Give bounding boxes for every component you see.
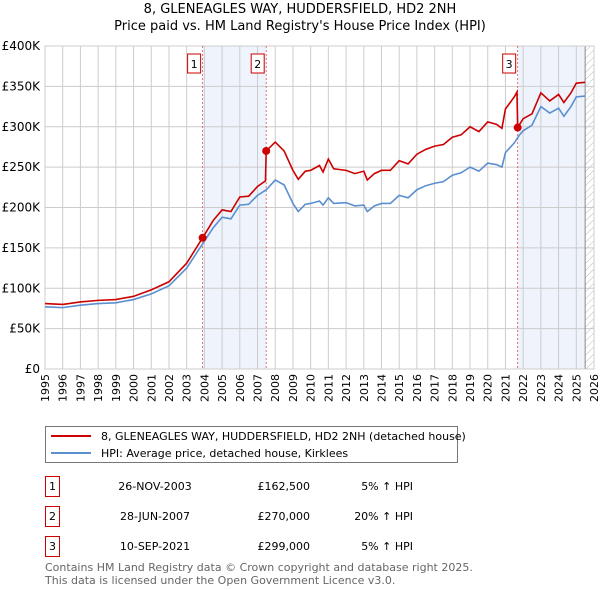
- x-tick-label: 2023: [535, 374, 548, 402]
- x-tick-label: 1995: [39, 374, 52, 402]
- footer-line: This data is licensed under the Open Gov…: [45, 574, 396, 587]
- sale-marker-badge: 1: [45, 476, 60, 497]
- sale-label: 1: [191, 58, 198, 71]
- sale-row: 3 10-SEP-2021 £299,000 5% ↑ HPI: [45, 536, 445, 557]
- sale-hpi-diff: 20% ↑ HPI: [354, 510, 413, 523]
- x-tick-label: 2012: [340, 374, 353, 402]
- x-tick-label: 1996: [57, 374, 70, 402]
- x-tick-label: 2004: [198, 374, 211, 402]
- x-tick-label: 2011: [322, 374, 335, 402]
- sale-point: [513, 123, 522, 132]
- x-tick-label: 2025: [570, 374, 583, 402]
- x-tick-label: 2002: [163, 374, 176, 402]
- x-tick-label: 2008: [269, 374, 282, 402]
- x-tick-label: 2017: [429, 374, 442, 402]
- sale-price: £162,500: [257, 480, 311, 493]
- y-tick-label: £150K: [2, 241, 42, 255]
- sale-point: [262, 146, 271, 155]
- sale-price: £270,000: [257, 510, 311, 523]
- sale-date: 26-NOV-2003: [118, 480, 192, 493]
- chart-title: 8, GLENEAGLES WAY, HUDDERSFIELD, HD2 2NH: [143, 2, 457, 17]
- x-tick-label: 2014: [375, 374, 388, 402]
- x-tick-label: 2006: [234, 374, 247, 402]
- x-tick-label: 2018: [446, 374, 459, 402]
- x-tick-label: 2007: [252, 374, 265, 402]
- sale-date: 10-SEP-2021: [119, 540, 191, 553]
- sale-hpi-diff: 5% ↑ HPI: [361, 540, 413, 553]
- plot-area: 1995 1996 1997 1998 1999 2000 2001 2002 2003 2004…: [2, 39, 600, 402]
- x-tick-label: 1997: [74, 374, 87, 402]
- chart-subtitle: Price paid vs. HM Land Registry's House …: [114, 19, 486, 34]
- x-tick-label: 2003: [181, 374, 194, 402]
- sale-point: [198, 233, 207, 242]
- sale-label-box: [250, 53, 265, 74]
- x-tick-label: 2005: [216, 374, 229, 402]
- x-tick-label: 2026: [588, 374, 600, 402]
- x-tick-label: 2019: [464, 374, 477, 402]
- x-tick-label: 2022: [517, 374, 530, 402]
- legend-swatch-blue: [51, 452, 91, 454]
- series-line-property: [44, 81, 586, 306]
- plot-frame: [44, 45, 595, 370]
- y-tick-label: £50K: [9, 322, 41, 336]
- y-tick-label: £400K: [2, 39, 42, 53]
- y-tick-label: £200K: [2, 201, 42, 215]
- x-tick-label: 2000: [128, 374, 141, 402]
- sale-label: 2: [254, 58, 261, 71]
- sale-row: 1 26-NOV-2003 £162,500 5% ↑ HPI: [45, 476, 445, 497]
- y-tick-label: £350K: [2, 79, 42, 93]
- y-tick-label: £250K: [2, 160, 42, 174]
- legend-label: 8, GLENEAGLES WAY, HUDDERSFIELD, HD2 2NH…: [101, 429, 466, 443]
- series-line-hpi: [44, 95, 586, 309]
- legend: 8, GLENEAGLES WAY, HUDDERSFIELD, HD2 2NH…: [45, 426, 466, 463]
- x-tick-label: 2016: [411, 374, 424, 402]
- footer: Contains HM Land Registry data © Crown c…: [45, 561, 473, 587]
- footer-line: Contains HM Land Registry data © Crown c…: [45, 561, 473, 574]
- y-tick-label: £100K: [2, 281, 42, 295]
- x-tick-label: 1999: [110, 374, 123, 402]
- y-tick-label: £300K: [2, 120, 42, 134]
- sale-price: £299,000: [257, 540, 311, 553]
- sale-row: 2 28-JUN-2007 £270,000 20% ↑ HPI: [45, 506, 445, 527]
- legend-label: HPI: Average price, detached house, Kirk…: [101, 446, 349, 460]
- sale-marker-badge: 2: [45, 506, 60, 527]
- sale-hpi-diff: 5% ↑ HPI: [361, 480, 413, 493]
- legend-swatch-red: [51, 435, 91, 437]
- sale-marker-badge: 3: [45, 536, 60, 557]
- x-tick-label: 2024: [553, 374, 566, 402]
- y-tick-label: £0: [25, 362, 40, 376]
- x-tick-label: 2013: [358, 374, 371, 402]
- sale-label: 3: [506, 58, 513, 71]
- x-tick-label: 1998: [92, 374, 105, 402]
- legend-item-property: 8, GLENEAGLES WAY, HUDDERSFIELD, HD2 2NH…: [51, 428, 466, 444]
- legend-item-hpi: HPI: Average price, detached house, Kirk…: [51, 445, 348, 461]
- sale-label-box: [187, 53, 202, 74]
- x-tick-label: 2020: [482, 374, 495, 402]
- sale-date: 28-JUN-2007: [119, 510, 191, 523]
- sale-label-box: [502, 53, 517, 74]
- x-tick-label: 2015: [393, 374, 406, 402]
- x-tick-label: 2021: [499, 374, 512, 402]
- x-tick-label: 2010: [305, 374, 318, 402]
- x-tick-label: 2001: [145, 374, 158, 402]
- x-tick-label: 2009: [287, 374, 300, 402]
